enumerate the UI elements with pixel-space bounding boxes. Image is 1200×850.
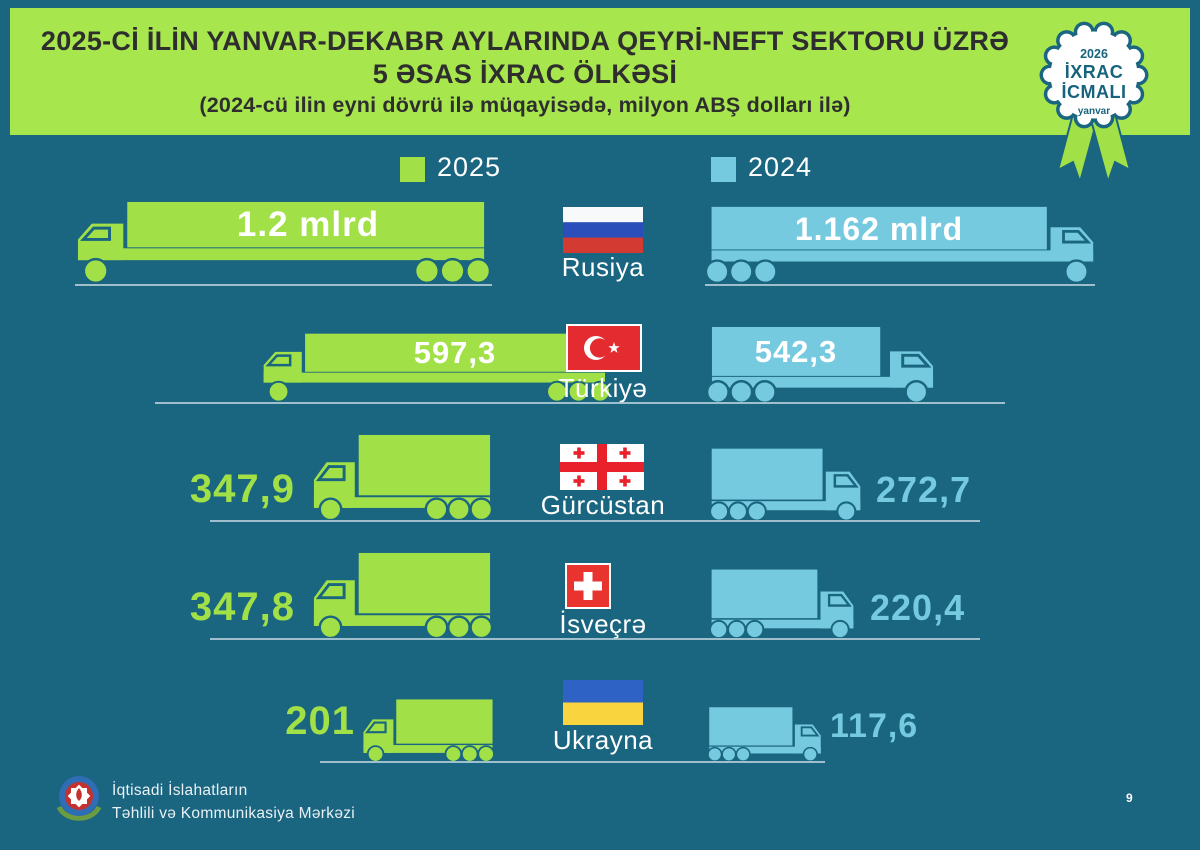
country-label: Rusiya (561, 252, 645, 282)
truck-2024-icon (710, 447, 862, 521)
value-2025: 201 (285, 699, 355, 743)
page-number: 9 (1126, 791, 1133, 805)
page-subtitle: (2024-cü ilin eyni dövrü ilə müqayisədə,… (199, 93, 851, 118)
truck-2025-icon (362, 698, 494, 762)
country-label: Ukrayna (552, 725, 654, 755)
value-2024: 1.162 mlrd (794, 211, 964, 247)
ground-line (705, 284, 1095, 286)
organization-emblem-icon (56, 776, 102, 821)
value-2024: 272,7 (876, 469, 972, 510)
ground-line (320, 761, 825, 763)
ground-line (210, 638, 980, 640)
badge-title-line1: İXRAC (1064, 62, 1124, 82)
page-title-line1: 2025-Cİ İLİN YANVAR-DEKABR AYLARINDA QEY… (40, 25, 1010, 56)
value-2025: 347,8 (189, 585, 295, 629)
country-label: Türkiyə (558, 373, 648, 403)
ground-line (210, 520, 980, 522)
truck-2024-icon (710, 568, 855, 639)
georgia-flag-icon (560, 444, 644, 490)
legend-label-2025: 2025 (437, 152, 502, 182)
value-2024: 117,6 (830, 707, 919, 745)
legend-label-2024: 2024 (748, 152, 813, 182)
badge-month: yanvar (1077, 106, 1111, 117)
value-2025: 1.2 mlrd (236, 205, 380, 244)
ground-line (75, 284, 492, 286)
organization-name-line1: İqtisadi İslahatların (112, 782, 248, 799)
value-2025: 347,9 (189, 467, 295, 511)
ground-line (155, 402, 1005, 404)
organization-name-line2: Təhlili və Kommunikasiya Mərkəzi (112, 805, 356, 823)
header-banner: 2025-Cİ İLİN YANVAR-DEKABR AYLARINDA QEY… (10, 8, 1190, 135)
badge-title-line2: İCMALI (1061, 82, 1127, 102)
badge-rosette-icon (1039, 21, 1149, 186)
organization-name: İqtisadi İslahatların Təhlili və Kommuni… (112, 779, 355, 826)
value-2024: 542,3 (754, 334, 838, 369)
truck-2024-icon (708, 706, 822, 762)
badge-text: 2026 İXRAC İCMALI yanvar (1036, 47, 1152, 117)
badge-year: 2026 (1080, 47, 1108, 61)
russia-flag-icon (563, 207, 643, 253)
export-review-badge: 2026 İXRAC İCMALI yanvar (1036, 18, 1152, 188)
ukraine-flag-icon (563, 680, 643, 725)
legend-swatch-2025 (400, 157, 425, 182)
switzerland-flag-icon (565, 563, 611, 609)
value-2025: 597,3 (413, 335, 497, 370)
legend-swatch-2024 (711, 157, 736, 182)
truck-2025-icon (312, 433, 492, 521)
value-2024: 220,4 (870, 587, 966, 628)
country-label: İsveçrə (559, 609, 647, 639)
truck-2025-icon (312, 551, 492, 639)
country-label: Gürcüstan (540, 490, 666, 520)
turkey-flag-icon (566, 324, 642, 372)
page-title-line2: 5 ƏSAS İXRAC ÖLKƏSİ (372, 58, 678, 89)
